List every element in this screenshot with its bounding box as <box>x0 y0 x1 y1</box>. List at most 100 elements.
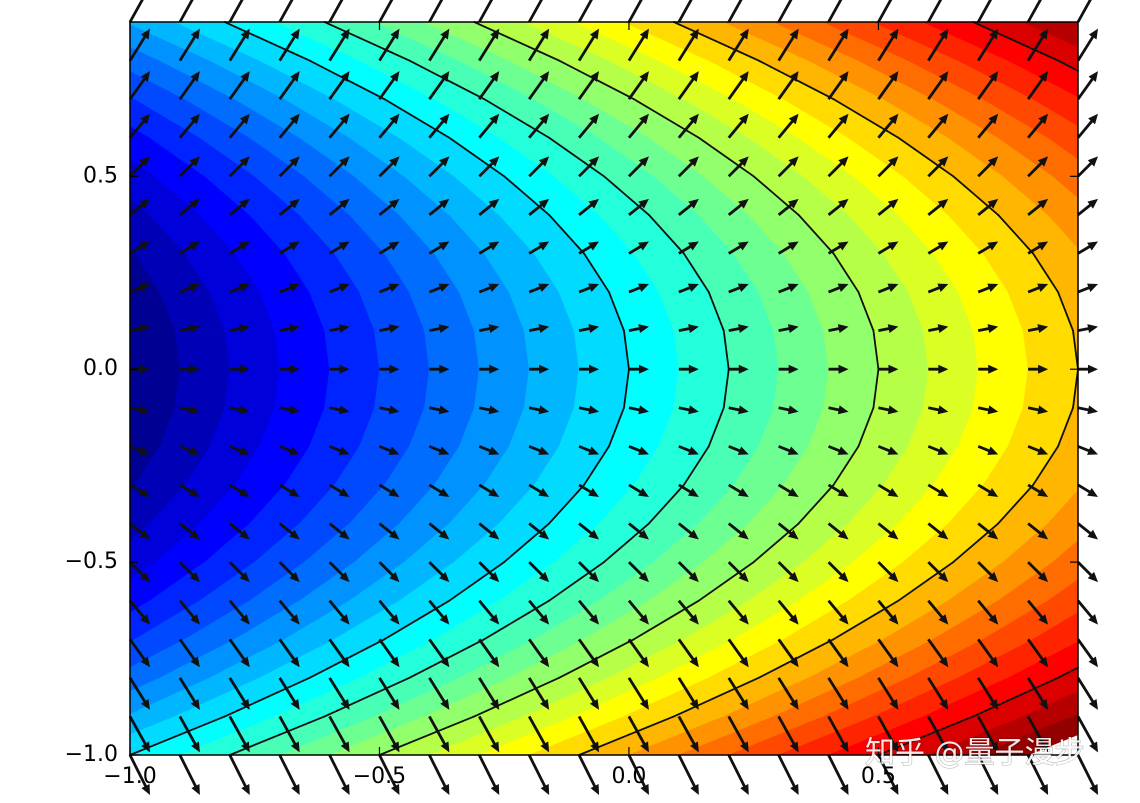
arrow <box>328 156 350 178</box>
contour-line <box>503 539 531 564</box>
y-tick-label: −0.5 <box>65 549 118 574</box>
arrow <box>628 283 649 294</box>
contour-line <box>707 412 723 448</box>
arrow <box>827 522 849 540</box>
contour-line <box>972 713 980 718</box>
arrow <box>129 283 150 294</box>
contour-line <box>648 489 680 525</box>
arrow <box>229 283 250 294</box>
arrow <box>378 71 400 100</box>
arrow <box>578 241 600 255</box>
arrow <box>228 599 250 625</box>
contour-line <box>538 205 551 216</box>
contour-line <box>485 690 531 712</box>
contour-line <box>383 98 411 116</box>
contour-line <box>857 291 864 305</box>
arrow <box>278 599 300 625</box>
contour-line <box>987 205 1000 216</box>
contour-line <box>328 710 338 716</box>
contour-line <box>697 136 716 150</box>
contour-band <box>478 646 520 679</box>
arrow <box>977 599 999 625</box>
arrow <box>179 364 200 374</box>
contour-line <box>1069 65 1079 72</box>
contour-band <box>1027 710 1036 718</box>
contour-line <box>788 205 800 216</box>
arrow <box>777 113 799 139</box>
arrow <box>827 241 849 255</box>
arrow <box>428 677 450 710</box>
contour-line <box>483 611 531 641</box>
contour-line <box>448 578 481 602</box>
arrow <box>428 754 450 795</box>
arrow <box>130 364 150 374</box>
arrow <box>827 483 849 497</box>
contour-line <box>877 733 930 756</box>
arrow <box>279 364 300 374</box>
arrow <box>628 405 649 415</box>
contour-line <box>308 59 323 68</box>
arrow <box>429 405 450 415</box>
contour-line <box>1057 412 1072 448</box>
contour-line <box>590 166 605 178</box>
arrow <box>877 483 899 497</box>
arrow <box>328 28 350 62</box>
arrow <box>378 445 400 455</box>
contour-line <box>603 539 630 564</box>
arrow <box>527 754 550 795</box>
arrow <box>827 561 849 583</box>
contour-line <box>548 578 580 602</box>
contour-line <box>857 113 880 127</box>
arrow <box>178 28 200 62</box>
contour-line <box>682 252 700 278</box>
arrow <box>777 522 799 540</box>
contour-line <box>832 611 880 641</box>
arrow <box>1076 638 1099 668</box>
arrow <box>279 283 300 294</box>
arrow <box>678 283 699 294</box>
x-tick-label: 0.0 <box>611 764 646 789</box>
arrow <box>229 324 250 334</box>
contour-line <box>837 445 860 479</box>
contour-line <box>964 185 980 199</box>
contour-line <box>323 713 331 718</box>
arrow <box>328 198 350 216</box>
arrow <box>977 561 999 583</box>
arrow <box>528 198 550 216</box>
contour-line <box>757 59 772 68</box>
contour-band <box>678 646 719 679</box>
arrow <box>278 677 300 710</box>
arrow <box>927 445 949 455</box>
arrow <box>378 599 400 625</box>
contour-band <box>878 646 919 679</box>
arrow <box>677 754 699 795</box>
arrow <box>828 283 849 294</box>
arrow <box>877 71 899 100</box>
contour-band <box>379 710 387 718</box>
arrow <box>428 522 450 540</box>
arrow <box>1076 599 1099 625</box>
arrow <box>577 677 600 710</box>
arrow <box>1027 283 1049 294</box>
arrow <box>1077 483 1098 497</box>
contour-line <box>328 646 371 669</box>
contour-line <box>528 676 560 693</box>
arrow <box>628 445 649 455</box>
quiver <box>128 0 1099 795</box>
arrow <box>578 198 600 216</box>
contour-line <box>378 733 431 756</box>
contour-line <box>857 412 873 448</box>
arrow <box>328 483 350 497</box>
arrow <box>329 324 350 334</box>
arrow <box>379 324 400 334</box>
contour-line <box>897 136 915 150</box>
arrow <box>678 324 699 334</box>
arrow <box>977 241 999 255</box>
contour-line <box>697 275 710 293</box>
arrow <box>528 561 550 583</box>
arrow <box>627 677 649 710</box>
arrow <box>179 445 200 455</box>
arrow <box>877 677 899 710</box>
arrow <box>977 113 999 139</box>
arrow <box>628 241 649 255</box>
